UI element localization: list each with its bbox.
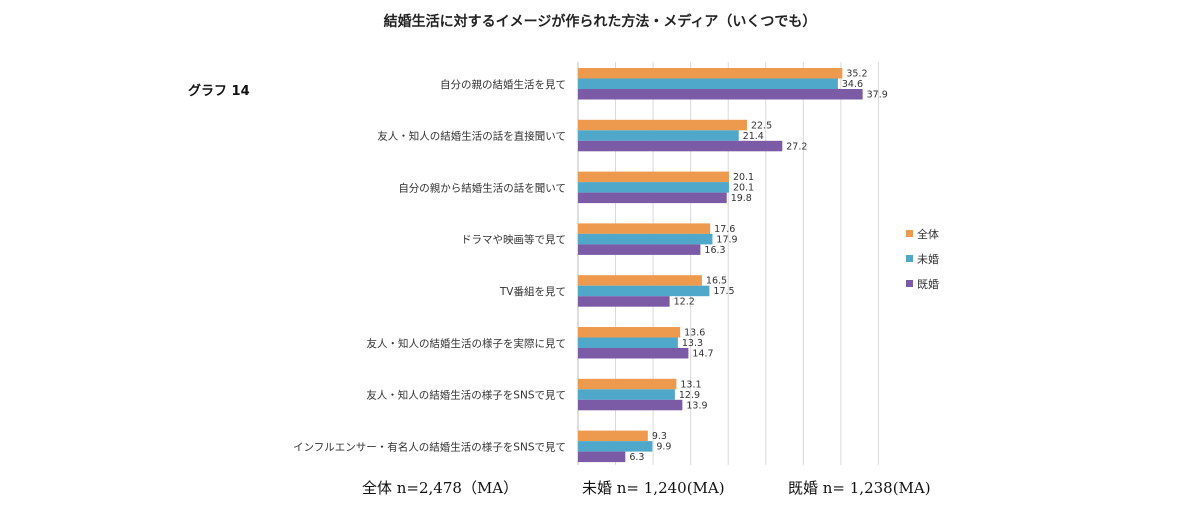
data-label: 20.1: [733, 172, 754, 183]
data-label: 17.9: [716, 234, 737, 245]
bar: [578, 348, 689, 359]
bar: [578, 285, 710, 297]
category-label: ドラマや映画等で見て: [461, 233, 566, 246]
footer-unmarried: 未婚 n= 1,240(MA): [582, 479, 725, 497]
graph-label: グラフ 14: [188, 83, 250, 99]
bar: [578, 68, 843, 79]
data-label: 35.2: [846, 69, 867, 80]
data-label: 17.5: [713, 286, 734, 297]
category-label: インフルエンサー・有名人の結婚生活の様子をSNSで見て: [293, 440, 566, 453]
bar: [578, 223, 711, 234]
bar: [578, 140, 783, 152]
footer-married: 既婚 n= 1,238(MA): [788, 479, 931, 497]
category-label: 友人・知人の結婚生活の様子を実際に見て: [367, 337, 567, 350]
data-label: 13.1: [680, 379, 701, 390]
bar: [578, 389, 675, 400]
legend-entry: 全体: [917, 227, 939, 241]
legend-swatch: [906, 230, 913, 237]
bar: [578, 244, 701, 255]
bar: [578, 378, 677, 390]
bar: [578, 171, 729, 183]
bar: [578, 78, 838, 89]
bar: [578, 327, 681, 338]
bar: [578, 192, 727, 204]
data-label: 22.5: [751, 120, 772, 131]
category-label: TV番組を見て: [499, 285, 566, 298]
category-label: 友人・知人の結婚生活の様子をSNSで見て: [366, 389, 566, 402]
category-label: 自分の親の結婚生活を見て: [440, 78, 566, 91]
data-label: 27.2: [786, 141, 807, 152]
chart-title: 結婚生活に対するイメージが作られた方法・メディア（いくつでも）: [384, 13, 817, 30]
data-label: 12.9: [679, 390, 700, 401]
legend-swatch: [906, 255, 913, 262]
bar: [578, 430, 648, 442]
data-label: 21.4: [743, 131, 764, 142]
data-label: 13.3: [682, 338, 703, 349]
bar: [578, 451, 626, 463]
category-labels: 自分の親の結婚生活を見て友人・知人の結婚生活の話を直接聞いて自分の親から結婚生活…: [293, 78, 566, 454]
legend-entry: 既婚: [917, 277, 939, 291]
bar: [578, 441, 653, 452]
bars: 35.234.637.922.521.427.220.120.119.817.6…: [578, 68, 888, 463]
bar: [578, 296, 670, 307]
bar: [578, 399, 683, 411]
data-label: 13.6: [684, 328, 705, 339]
bar: [578, 233, 713, 245]
data-label: 37.9: [867, 90, 888, 101]
data-label: 9.3: [652, 431, 667, 442]
data-label: 13.9: [686, 400, 707, 411]
category-label: 自分の親から結婚生活の話を聞いて: [398, 181, 566, 194]
bar: [578, 337, 678, 348]
data-label: 19.8: [731, 193, 752, 204]
footer-all: 全体 n=2,478（MA）: [362, 479, 518, 497]
legend-entry: 未婚: [917, 252, 939, 266]
data-label: 16.5: [706, 276, 727, 287]
bar: [578, 119, 747, 131]
data-label: 20.1: [733, 183, 754, 194]
data-label: 12.2: [674, 297, 695, 308]
data-label: 34.6: [842, 79, 863, 90]
bar: [578, 89, 863, 100]
data-label: 16.3: [704, 245, 725, 256]
data-label: 17.6: [714, 224, 735, 235]
data-label: 14.7: [692, 349, 713, 360]
bar: [578, 275, 702, 286]
bar: [578, 182, 729, 193]
category-label: 友人・知人の結婚生活の話を直接聞いて: [377, 130, 566, 143]
bar: [578, 130, 739, 141]
data-label: 9.9: [656, 442, 671, 453]
legend-swatch: [906, 280, 913, 287]
data-label: 6.3: [629, 452, 644, 463]
